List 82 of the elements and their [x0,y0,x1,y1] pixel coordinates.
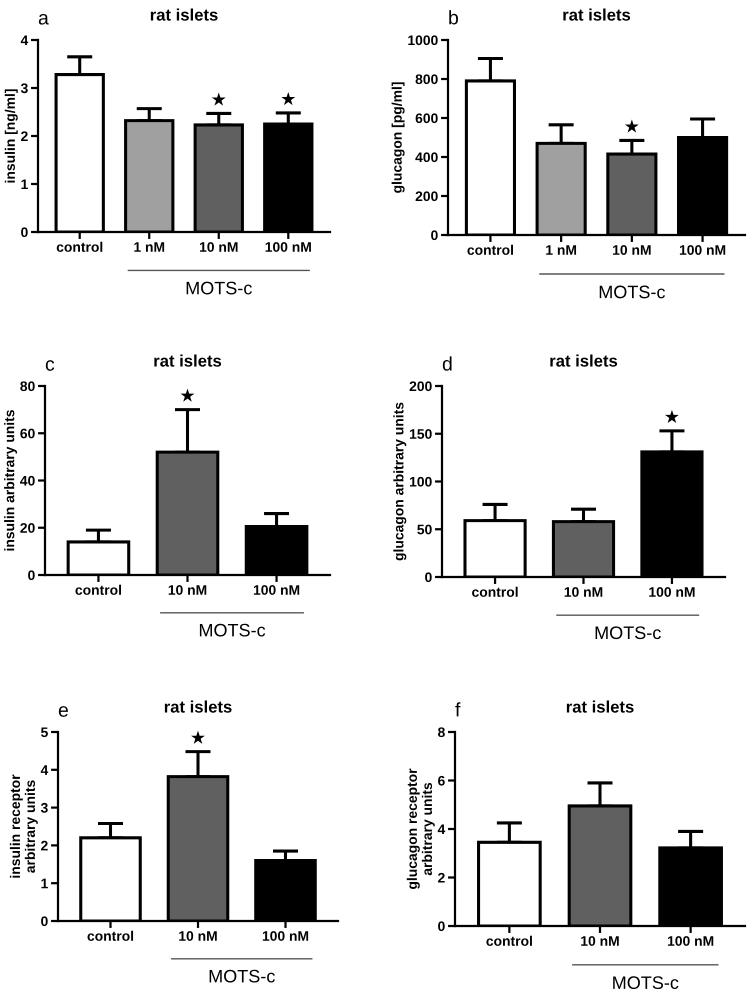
chart-title: rat islets [164,700,232,713]
y-tick-label: 200 [416,191,438,202]
text: a [38,14,49,25]
y-tick-label: 80 [20,381,35,392]
chart-title: rat islets [566,700,634,713]
y-tick-label: 40 [20,476,35,486]
x-tick-label: 10 nM [581,936,619,946]
y-tick-label: 4 [438,824,446,834]
data-label: ★ [624,119,639,133]
x-tick-label: 100 nM [262,931,308,941]
y-axis-title: insulin receptor arbitrary units [10,774,38,878]
y-tick-label: 60 [20,428,35,438]
y-axis-title: glucagon arbitrary units [393,402,406,560]
text: f [455,702,460,716]
y-axis-title: glucagon [pg/ml] [392,82,405,193]
text: MOTS-c [210,970,275,983]
data-label: ★ [191,730,205,744]
y-tick-label: 6 [438,776,445,786]
chart-title: rat islets [154,354,222,367]
y-tick-label: 8 [438,727,445,738]
x-tick-label: control [467,244,513,255]
y-tick-label: 2 [438,872,445,883]
y-tick-label: 0 [28,570,35,580]
x-tick-label: control [56,242,102,252]
y-tick-label: 0 [21,227,28,238]
x-tick-label: 10 nM [200,242,238,252]
y-tick-label: 150 [410,429,432,439]
y-tick-label: 1 [21,179,28,190]
y-tick-label: 0 [41,916,48,926]
x-tick-label: 10 nM [613,245,651,255]
text: MOTS-c [600,286,665,298]
y-axis-title: insulin [ng/ml] [4,89,18,182]
data-label: ★ [665,410,679,424]
x-tick-label: 10 nM [564,587,602,597]
text: e [58,706,68,717]
y-tick-label: 3 [40,802,48,813]
data-label: ★ [281,92,296,106]
text: MOTS-c [613,976,678,990]
x-tick-label: 10 nM [179,931,217,941]
y-tick-label: 0 [425,572,432,582]
x-tick-label: 100 nM [649,587,695,597]
y-tick-label: 800 [416,74,438,84]
x-tick-label: 100 nM [668,936,714,946]
text: MOTS-c [596,626,661,640]
chart-title: rat islets [150,8,218,21]
y-tick-label: 600 [416,113,438,124]
y-tick-label: 0 [431,230,438,240]
text: b [449,10,458,24]
y-tick-label: 20 [20,523,35,533]
y-tick-label: 0 [438,921,445,932]
chart-title: rat islets [563,8,630,21]
y-tick-label: 4 [20,35,28,46]
y-tick-label: 1000 [408,35,438,46]
x-tick-label: 1 nM [134,242,164,252]
y-tick-label: 4 [40,765,48,775]
y-tick-label: 1 [41,878,48,888]
data-label: ★ [180,388,194,402]
text: c [46,360,54,371]
y-axis-title: glucagon receptor arbitrary units [406,768,435,890]
y-tick-label: 200 [410,381,432,392]
y-tick-label: 100 [410,476,432,487]
x-tick-label: 100 nM [266,242,311,252]
y-tick-label: 5 [40,727,48,738]
x-tick-label: control [75,584,121,595]
x-tick-label: control [88,930,134,941]
chart-title: rat islets [550,354,618,367]
y-tick-label: 2 [41,840,48,850]
x-tick-label: 100 nM [680,245,726,255]
x-tick-label: control [486,936,532,946]
x-tick-label: control [472,586,518,597]
text: d [442,356,452,371]
y-tick-label: 400 [415,152,438,162]
x-tick-label: 10 nM [168,585,206,595]
text: MOTS-c [200,624,266,637]
data-label: ★ [212,92,226,106]
y-tick-label: 3 [20,83,28,94]
y-tick-label: 50 [417,524,432,534]
x-tick-label: 1 nM [546,245,576,255]
x-tick-label: 100 nM [254,585,300,595]
y-axis-title: insulin arbitrary units [4,410,18,551]
text: MOTS-c [186,282,252,294]
y-tick-label: 2 [21,131,28,142]
